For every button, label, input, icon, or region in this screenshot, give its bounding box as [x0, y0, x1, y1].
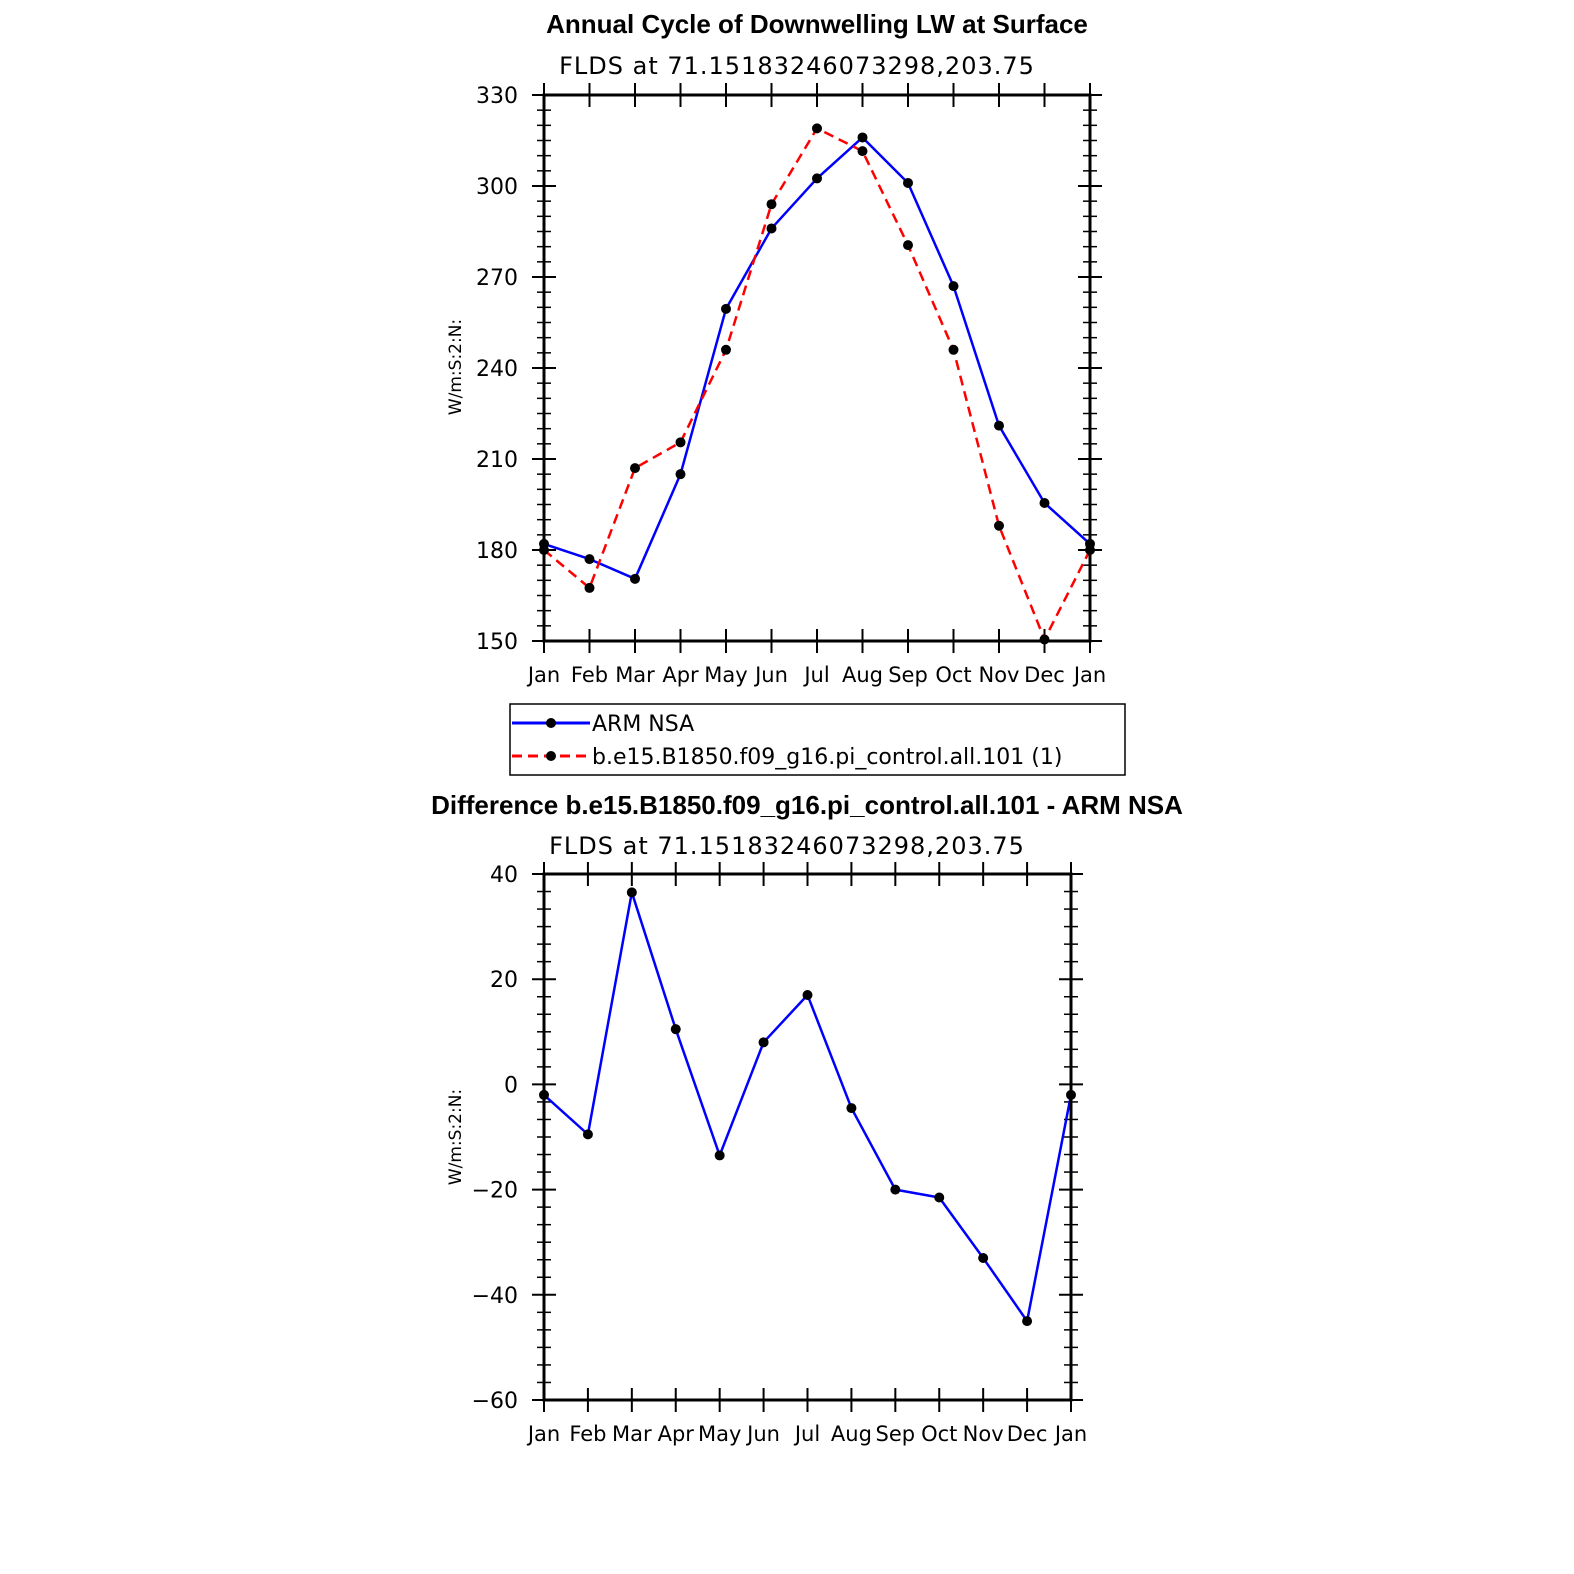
- series-0-point: [948, 281, 959, 292]
- chart1-subtitle: FLDS at 71.15183246073298,203.75: [559, 52, 1035, 80]
- series-0-point: [857, 132, 868, 143]
- x-tick-label: Aug: [842, 663, 883, 687]
- chart1-legend: ARM NSA b.e15.B1850.f09_g16.pi_control.a…: [509, 703, 1126, 776]
- chart2-x-tick-labels: Jan Feb Mar Apr May Jun Jul Aug Sep Oct Nov Dec Jan: [526, 1422, 1087, 1446]
- series-0-point: [1039, 497, 1050, 508]
- x-tick-label: Apr: [658, 1422, 695, 1446]
- series-0-point: [714, 1150, 725, 1161]
- x-tick-label: Sep: [888, 663, 928, 687]
- series-1-point: [584, 582, 595, 593]
- series-1-point: [721, 344, 731, 355]
- chart1-x-tick-labels: Jan Feb Mar Apr May Jun Jul Aug Sep Oct Nov Dec Jan: [526, 663, 1106, 687]
- x-tick-label: May: [698, 1422, 741, 1446]
- series-0-point: [802, 989, 813, 1000]
- series-1-point: [903, 240, 913, 251]
- series-0-point: [758, 1037, 769, 1048]
- y-tick-label: −20: [472, 1179, 518, 1204]
- chart1-y-tick-labels: 150 180 210 240 270 300 330: [476, 84, 518, 655]
- x-tick-label: Aug: [831, 1422, 872, 1446]
- series-0-point: [675, 469, 686, 480]
- y-tick-label: −60: [472, 1389, 518, 1414]
- x-tick-label: Jan: [526, 663, 560, 687]
- series-0-point: [994, 420, 1004, 431]
- series-0-point: [903, 177, 913, 188]
- chart2-ticks: [532, 862, 1083, 1412]
- series-0-point: [766, 223, 777, 234]
- x-tick-label: Apr: [662, 663, 699, 687]
- x-tick-label: Sep: [876, 1422, 916, 1446]
- chart2-subtitle: FLDS at 71.15183246073298,203.75: [549, 832, 1025, 860]
- chart1-ylabel: W/m:S:2:N:: [446, 319, 466, 415]
- series-0-point: [934, 1192, 945, 1203]
- y-tick-label: 300: [476, 175, 518, 200]
- series-1-point: [766, 199, 777, 210]
- y-tick-label: 270: [476, 266, 518, 291]
- y-tick-label: 0: [504, 1073, 518, 1098]
- chart1-title: Annual Cycle of Downwelling LW at Surfac…: [546, 9, 1088, 39]
- x-tick-label: Jun: [745, 1422, 780, 1446]
- x-tick-label: Jul: [793, 1422, 820, 1446]
- x-tick-label: Jun: [753, 663, 788, 687]
- series-0-point: [846, 1103, 857, 1114]
- y-tick-label: 240: [476, 357, 518, 382]
- series-1-point: [857, 146, 868, 157]
- series-1-point: [812, 123, 822, 134]
- x-tick-label: Oct: [921, 1422, 957, 1446]
- series-1-point: [1039, 634, 1050, 645]
- x-tick-label: Nov: [979, 663, 1020, 687]
- series-0-point: [584, 554, 595, 565]
- legend-marker-arm-nsa: [546, 718, 556, 728]
- x-tick-label: Dec: [1007, 1422, 1048, 1446]
- chart2-ylabel: W/m:S:2:N:: [446, 1089, 466, 1185]
- y-tick-label: 150: [476, 630, 518, 655]
- series-line-1: [543, 127, 1092, 641]
- x-tick-label: Dec: [1024, 663, 1065, 687]
- series-0-point: [630, 573, 640, 584]
- x-tick-label: Jul: [802, 663, 829, 687]
- series-line-0: [543, 891, 1073, 1323]
- y-tick-label: 330: [476, 84, 518, 109]
- series-0-point: [1022, 1316, 1033, 1327]
- y-tick-label: 180: [476, 539, 518, 564]
- series-0-point: [890, 1184, 901, 1195]
- series-1-point: [948, 344, 959, 355]
- x-tick-label: Nov: [963, 1422, 1004, 1446]
- x-tick-label: Jan: [526, 1422, 560, 1446]
- chart2-title: Difference b.e15.B1850.f09_g16.pi_contro…: [431, 790, 1183, 820]
- series-0-point: [721, 303, 731, 314]
- difference-chart: Difference b.e15.B1850.f09_g16.pi_contro…: [431, 790, 1183, 1446]
- series-0-point: [812, 173, 822, 184]
- chart2-y-tick-labels: −60 −40 −20 0 20 40: [472, 863, 518, 1414]
- x-tick-label: Jan: [1053, 1422, 1087, 1446]
- legend-marker-model: [546, 751, 556, 761]
- series-0-point: [978, 1252, 989, 1263]
- y-tick-label: 20: [490, 968, 518, 993]
- y-tick-label: 40: [490, 863, 518, 888]
- chart1-frame: [542, 93, 1092, 643]
- series-0-point: [582, 1129, 593, 1140]
- series-line-0: [543, 136, 1091, 581]
- x-tick-label: Oct: [935, 663, 971, 687]
- x-tick-label: Jan: [1072, 663, 1106, 687]
- annual-cycle-chart: Annual Cycle of Downwelling LW at Surfac…: [446, 9, 1106, 687]
- y-tick-label: 210: [476, 448, 518, 473]
- series-1-point: [675, 437, 686, 448]
- x-tick-label: Mar: [612, 1422, 652, 1446]
- x-tick-label: Feb: [569, 1422, 606, 1446]
- legend-box: [509, 703, 1126, 776]
- series-0-point: [626, 887, 637, 898]
- chart1-series: [539, 123, 1095, 645]
- series-0-point: [670, 1024, 681, 1035]
- series-1-point: [994, 520, 1004, 531]
- x-tick-label: Feb: [571, 663, 608, 687]
- chart2-series: [539, 887, 1076, 1327]
- x-tick-label: Mar: [615, 663, 655, 687]
- x-tick-label: May: [704, 663, 747, 687]
- legend-label-arm-nsa: ARM NSA: [592, 712, 694, 737]
- legend-label-model: b.e15.B1850.f09_g16.pi_control.all.101 (…: [592, 745, 1062, 770]
- series-1-point: [630, 463, 640, 474]
- chart2-frame: [542, 872, 1073, 1402]
- y-tick-label: −40: [472, 1284, 518, 1309]
